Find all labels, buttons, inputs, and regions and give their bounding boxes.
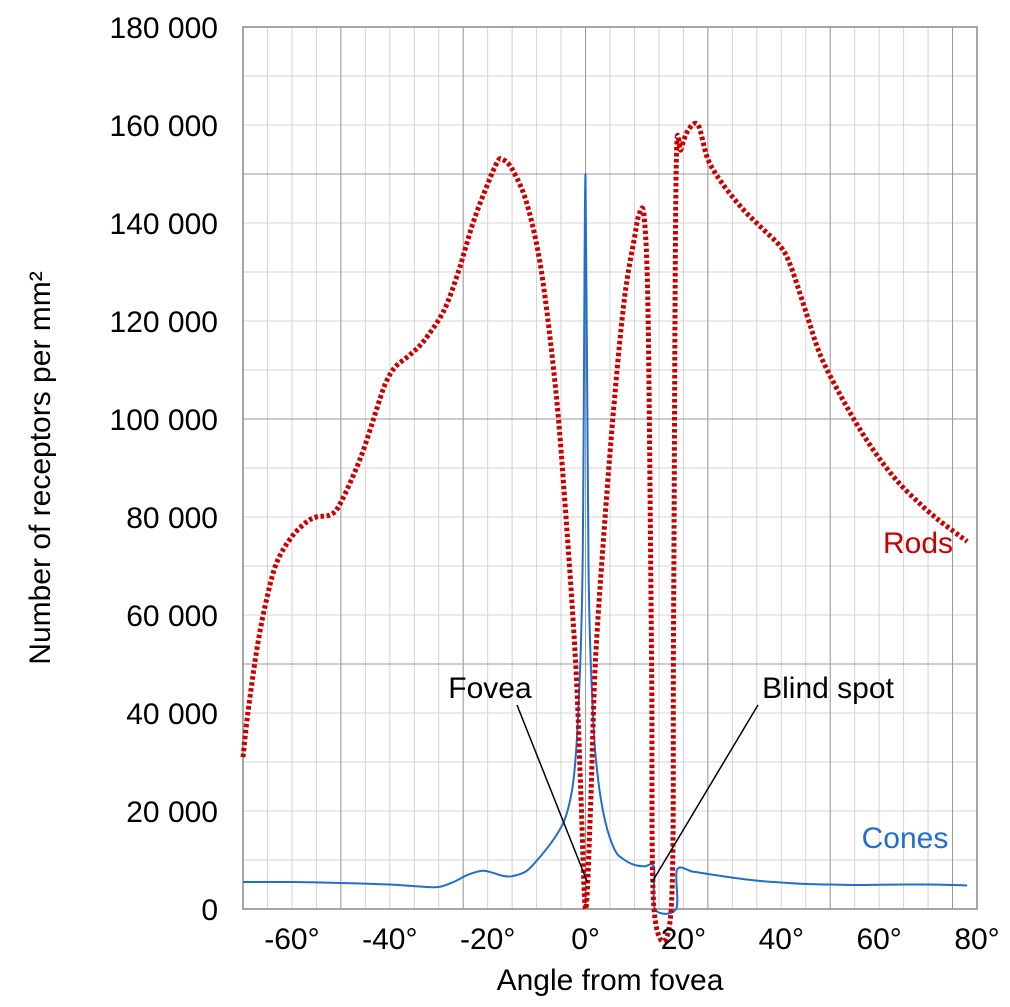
plot-area-frame [242, 26, 978, 910]
y-axis-title: Number of receptors per mm² [24, 271, 57, 664]
y-tick-label: 0 [201, 894, 218, 927]
x-tick-label: -60° [264, 923, 319, 956]
x-tick-label: 60° [856, 923, 901, 956]
rods-series-line [240, 120, 969, 944]
y-tick-label: 120 000 [110, 306, 218, 339]
y-tick-label: 100 000 [110, 404, 218, 437]
x-axis-ticks: -60° -40° -20° 0° 20° 40° 60° 80° [264, 923, 999, 956]
y-tick-label: 20 000 [126, 796, 218, 829]
x-axis-title: Angle from fovea [497, 964, 724, 997]
y-tick-label: 160 000 [110, 110, 218, 143]
y-tick-label: 140 000 [110, 208, 218, 241]
annotation-label: Blind spot [762, 672, 894, 705]
y-tick-label: 80 000 [126, 502, 218, 535]
y-axis-ticks: 0 20 000 40 000 60 000 80 000 100 000 120 000 1… [110, 12, 218, 927]
y-tick-label: 60 000 [126, 600, 218, 633]
annotation-layer: Fovea Blind spot [448, 672, 895, 883]
annotation-leader-line [516, 704, 589, 883]
y-tick-label: 180 000 [110, 12, 218, 45]
x-tick-label: 20° [661, 923, 706, 956]
cones-series-line [242, 173, 968, 915]
series-layer: Cones Rods [240, 120, 969, 944]
x-tick-label: -40° [362, 923, 417, 956]
x-tick-label: 80° [954, 923, 999, 956]
annotation-leader-line [651, 704, 759, 883]
x-tick-label: -20° [460, 923, 515, 956]
x-tick-label: 0° [571, 923, 600, 956]
rods-series-label: Rods [883, 527, 953, 560]
cones-series-label: Cones [862, 822, 949, 855]
y-tick-label: 40 000 [126, 698, 218, 731]
annotation-label: Fovea [448, 672, 532, 705]
x-tick-label: 40° [759, 923, 804, 956]
